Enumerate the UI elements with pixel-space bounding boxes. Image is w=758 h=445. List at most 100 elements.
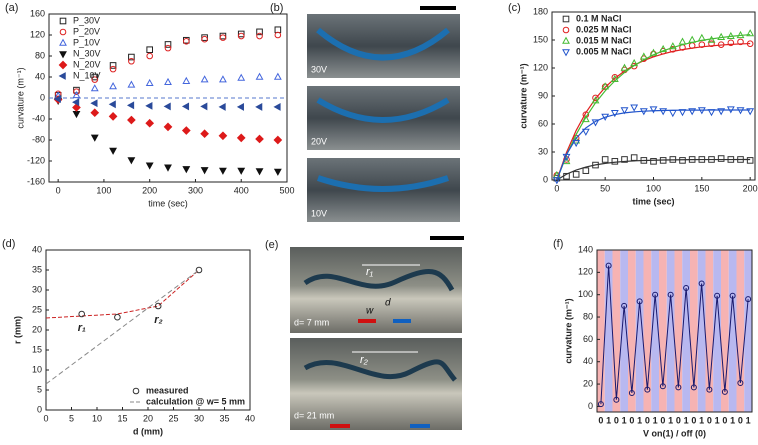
data-point	[72, 90, 81, 99]
data-point	[273, 135, 283, 145]
background-band	[635, 250, 644, 412]
data-point	[630, 154, 638, 161]
data-point	[668, 110, 677, 118]
y-tick-label: 35	[32, 264, 42, 274]
data-point	[582, 167, 590, 174]
y-tick-label: 150	[533, 34, 548, 44]
x-tick-label: 0	[56, 185, 61, 195]
data-point	[73, 88, 80, 95]
background-band	[736, 250, 745, 412]
data-point	[90, 84, 99, 92]
legend-marker	[562, 49, 570, 57]
data-point	[613, 396, 620, 403]
data-point	[669, 156, 677, 163]
y-axis-label: curvature (m⁻¹)	[518, 63, 528, 128]
data-point	[746, 108, 755, 116]
x-tick-label: 0	[691, 415, 696, 425]
data-point	[114, 313, 121, 321]
data-point	[237, 167, 246, 175]
background-band	[705, 250, 714, 412]
x-tick-label: 500	[279, 185, 294, 195]
data-point	[727, 156, 735, 163]
y-tick-label: -160	[27, 176, 45, 186]
electrode	[358, 319, 376, 323]
legend-label: P_10V	[73, 37, 100, 47]
data-point	[53, 95, 61, 103]
legend-label: 0.005 M NaCl	[576, 46, 632, 56]
y-tick-label: 0	[543, 174, 548, 184]
legend-label: measured	[146, 385, 189, 395]
legend-label: N_30V	[73, 48, 101, 58]
data-point	[649, 48, 658, 56]
data-point	[592, 161, 599, 169]
background-band	[651, 250, 659, 412]
data-point	[109, 82, 118, 90]
y-tick-label: 100	[578, 289, 593, 299]
scale-bar	[420, 6, 456, 10]
data-point	[128, 57, 135, 65]
data-point	[164, 77, 172, 85]
data-point	[90, 134, 99, 142]
data-point	[109, 65, 117, 73]
y-tick-label: 20	[32, 324, 42, 334]
y-tick-label: -40	[32, 113, 45, 123]
data-point	[563, 172, 570, 180]
strip	[316, 97, 450, 123]
plot-frame	[596, 249, 753, 413]
data-point	[91, 76, 99, 83]
data-point	[91, 73, 99, 81]
data-point	[601, 82, 610, 90]
data-point	[164, 41, 172, 48]
y-tick-label: 80	[35, 50, 45, 60]
data-point	[109, 62, 117, 69]
y-tick-label: 180	[533, 6, 548, 16]
data-point	[255, 102, 263, 111]
data-point	[572, 139, 581, 148]
data-point	[714, 292, 721, 299]
background-band	[713, 250, 721, 412]
data-point	[620, 63, 629, 71]
data-point	[650, 158, 657, 165]
y-tick-label: -120	[27, 155, 45, 165]
background-band	[721, 250, 729, 412]
data-point	[707, 109, 716, 117]
legend-label: 0.015 M NaCl	[576, 35, 632, 45]
data-point	[708, 156, 715, 163]
data-point	[688, 108, 697, 116]
strip	[303, 269, 455, 292]
data-point	[707, 35, 716, 43]
x-tick-label: 0	[738, 415, 743, 425]
data-point	[639, 52, 648, 60]
y-tick-label: -80	[32, 134, 45, 144]
fit-line	[556, 158, 751, 181]
data-point	[127, 115, 136, 125]
data-point	[237, 30, 245, 38]
x-tick-label: 0	[707, 415, 712, 425]
y-tick-label: 120	[30, 29, 45, 39]
background-band	[643, 250, 652, 412]
legend-marker	[562, 36, 570, 44]
data-point	[163, 102, 171, 111]
data-point	[636, 298, 643, 305]
x-tick-label: 35	[219, 413, 229, 423]
data-point	[746, 157, 754, 164]
data-point	[572, 171, 580, 178]
x-axis-label: time (sec)	[632, 196, 674, 206]
legend-label: N_10V	[73, 70, 101, 80]
data-point	[675, 384, 682, 391]
data-point	[145, 118, 155, 128]
data-point	[717, 108, 726, 116]
data-point	[659, 108, 668, 116]
data-point	[649, 106, 658, 114]
data-point	[669, 46, 677, 53]
data-point	[698, 280, 705, 287]
data-point	[200, 167, 209, 175]
background-band	[612, 250, 621, 412]
electrode	[330, 424, 350, 428]
data-point	[255, 72, 264, 80]
data-point	[181, 126, 191, 135]
data-point	[678, 37, 687, 45]
annotation: r₂	[360, 354, 369, 366]
y-tick-label: 40	[32, 244, 42, 254]
legend-marker	[59, 17, 67, 25]
